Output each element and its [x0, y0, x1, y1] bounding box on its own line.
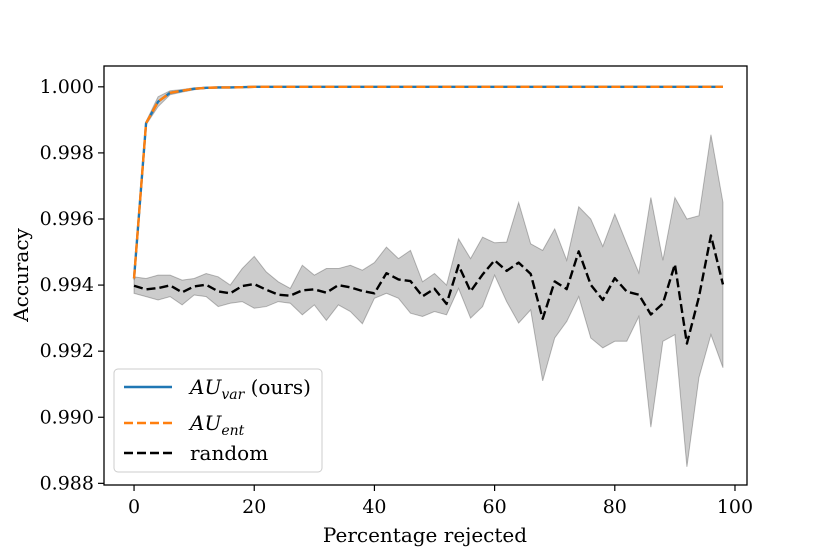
y-axis-label: Accuracy	[9, 227, 33, 322]
y-tick-label: 1.000	[40, 76, 94, 98]
y-tick-label: 0.998	[40, 142, 94, 164]
y-tick-label: 0.994	[40, 274, 94, 296]
legend-label-base: AU	[188, 375, 222, 399]
legend-label: AUent	[188, 411, 245, 439]
x-axis-ticks: 0 20 40 60 80 100	[128, 485, 753, 518]
y-tick-label: 0.990	[40, 406, 94, 428]
line-auent	[132, 85, 723, 279]
y-axis-ticks: 0.988 0.990 0.992 0.994 0.996 0.998 1.000	[40, 76, 104, 494]
band-random	[133, 134, 724, 467]
x-axis-label: Percentage rejected	[323, 523, 527, 547]
legend-label-base: AU	[188, 411, 222, 435]
x-tick-label: 0	[128, 496, 140, 518]
x-tick-label: 40	[362, 496, 386, 518]
x-tick-label: 60	[483, 496, 507, 518]
legend-label-subscript: var	[221, 387, 245, 403]
legend-box	[113, 368, 323, 473]
legend-label: AUvar (ours)	[188, 375, 311, 403]
legend-label: random	[190, 441, 268, 465]
series-lines	[132, 85, 725, 345]
x-tick-label: 100	[717, 496, 753, 518]
x-tick-label: 80	[603, 496, 627, 518]
line-auvar	[132, 85, 723, 279]
band-auvar	[133, 86, 723, 281]
y-tick-label: 0.988	[40, 472, 94, 494]
y-tick-label: 0.996	[40, 208, 94, 230]
plot-frame	[103, 65, 748, 486]
x-tick-label: 20	[242, 496, 266, 518]
line-random	[133, 234, 725, 345]
legend-label-suffix: (ours)	[244, 375, 311, 399]
legend-label-subscript: ent	[221, 423, 244, 439]
y-tick-label: 0.992	[40, 340, 94, 362]
